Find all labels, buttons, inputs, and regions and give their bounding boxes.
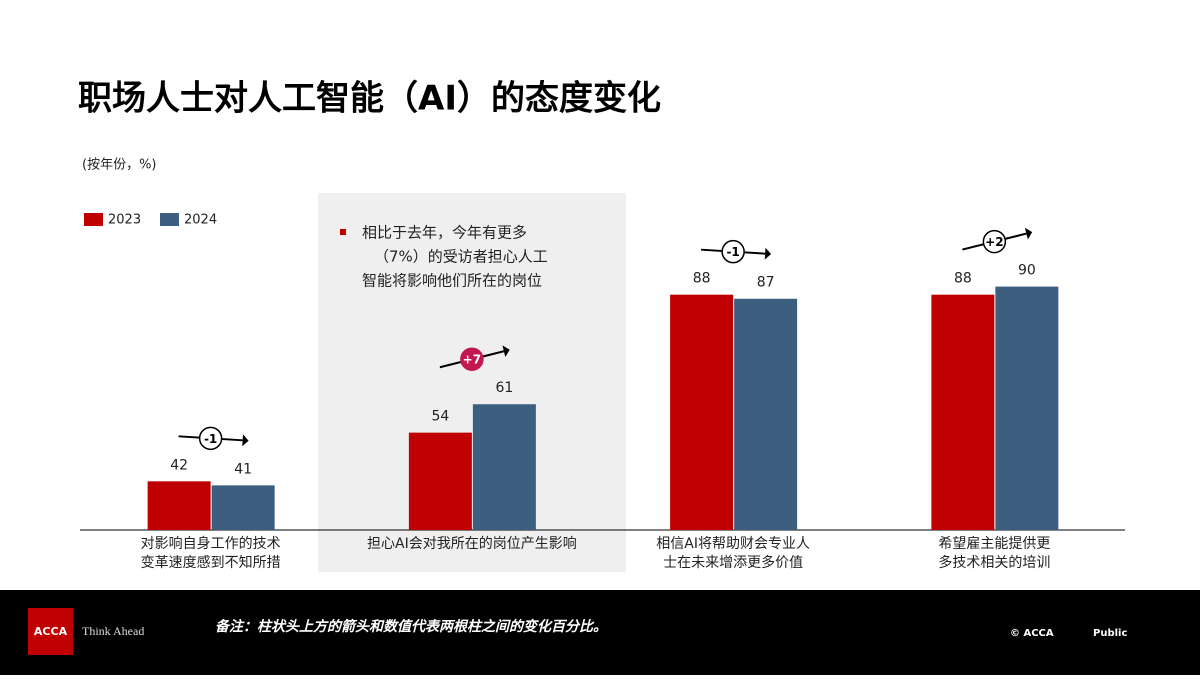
bar [472,404,536,530]
change-badge [982,229,1007,254]
legend-label: 2023 [108,213,141,228]
value-label: 88 [954,271,972,287]
value-label: 42 [170,457,188,473]
highlight-box [318,193,626,572]
logo-box [28,608,73,655]
arrow-head [764,247,772,260]
change-label: +7 [463,353,481,367]
x-tick-label: 士在未来增添更多价值 [663,554,803,571]
value-label: 54 [431,409,449,425]
tagline: Think Ahead [82,624,144,638]
change-label: -1 [204,432,217,446]
bar [734,298,798,530]
value-label: 61 [495,380,513,396]
logo: ACCA [34,625,68,638]
change-badge [721,239,745,264]
chart-subtitle: (按年份，%) [82,158,157,173]
chart-title: 职场人士对人工智能（AI）的态度变化 [78,79,661,119]
value-label: 87 [757,275,775,291]
legend-swatch [84,213,103,226]
footer-note: 备注：柱状头上方的箭头和数值代表两根柱之间的变化百分比。 [215,618,607,635]
bar [670,294,734,530]
change-badge [198,426,223,451]
note-line: 智能将影响他们所在的岗位 [362,272,542,290]
legend-label: 2024 [184,213,217,228]
value-label: 41 [234,461,252,477]
note-bullet [340,229,346,235]
arrow-head [1024,227,1033,240]
legend-swatch [160,213,179,226]
bar [147,481,211,530]
change-label: +2 [985,235,1003,249]
bar [995,286,1059,530]
bar [408,432,472,530]
arrow-head [502,345,510,358]
bar [931,294,995,530]
arrow-head [242,434,249,447]
footer-band [0,590,1200,675]
x-tick-label: 希望雇主能提供更 [938,535,1050,552]
note-line: （7%）的受访者担心人工 [374,248,548,266]
change-badge [460,347,484,371]
value-label: 90 [1018,263,1036,279]
copyright: © ACCA [1010,628,1054,639]
x-tick-label: 担心AI会对我所在的岗位产生影响 [367,536,577,552]
classification: Public [1093,628,1127,639]
x-tick-label: 相信AI将帮助财会专业人 [656,536,810,552]
x-tick-label: 变革速度感到不知所措 [141,554,281,571]
change-label: -1 [726,245,739,259]
x-tick-label: 多技术相关的培训 [938,554,1050,571]
value-label: 88 [693,271,711,287]
bar [211,485,275,530]
note-line: 相比于去年，今年有更多 [362,224,527,242]
x-tick-label: 对影响自身工作的技术 [141,536,281,552]
